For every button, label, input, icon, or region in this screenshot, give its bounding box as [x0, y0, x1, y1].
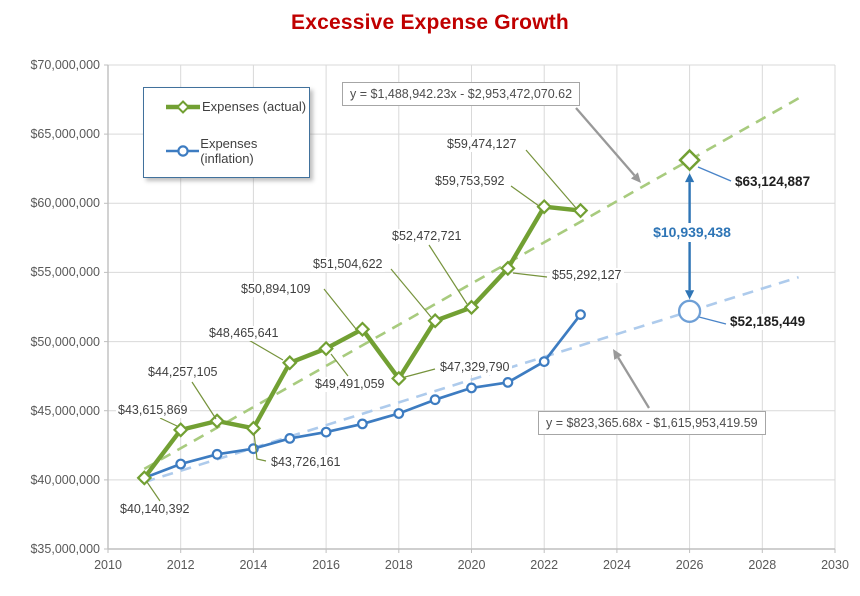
y-axis-tick-label: $70,000,000: [30, 58, 100, 72]
x-axis-tick-label: 2028: [748, 558, 777, 572]
marker-inflation-2022: [538, 356, 550, 368]
x-axis-tick-label: 2016: [312, 558, 340, 572]
data-label-actual-2021: $55,292,127: [550, 268, 624, 283]
marker-actual-2015: [281, 355, 298, 371]
x-axis-tick-label: 2024: [602, 558, 631, 572]
trendline-equation-inflation: y = $823,365.68x - $1,615,953,419.59: [538, 411, 766, 435]
leader-line-2022: [510, 185, 540, 207]
marker-inflation-2013: [211, 448, 223, 460]
marker-inflation-2023: [575, 309, 586, 321]
trendline-equation-actual: y = $1,488,942.23x - $2,953,472,070.62: [342, 82, 581, 106]
marker-inflation-2012: [175, 458, 187, 470]
x-axis-tick-label: 2030: [821, 558, 849, 572]
data-label-actual-2011: $40,140,392: [118, 502, 192, 517]
marker-inflation-2020: [466, 382, 477, 394]
marker-actual-2013: [209, 413, 225, 429]
data-label-actual-2012: $43,615,869: [116, 403, 190, 418]
data-label-actual-2015: $48,465,641: [207, 326, 281, 341]
leader-line-2016: [330, 353, 349, 377]
marker-inflation-2021: [502, 377, 514, 388]
legend-label-actual: Expenses (actual): [202, 99, 307, 114]
y-axis-tick-label: $45,000,000: [30, 403, 100, 418]
x-axis-tick-label: 2014: [239, 558, 268, 572]
leader-line-2017: [323, 288, 357, 330]
marker-actual-2023: [572, 202, 589, 219]
legend-marker-inflation-circle-icon: [166, 145, 200, 157]
gap-annotation-label: $10,939,438: [649, 223, 735, 242]
leader-line-2020: [428, 244, 468, 305]
x-axis-tick-label: 2020: [457, 558, 486, 572]
marker-actual-2012: [172, 422, 189, 438]
marker-inflation-2017: [357, 418, 368, 430]
marker-inflation-2015: [284, 433, 296, 444]
marker-actual-2011: [136, 470, 153, 486]
data-label-actual-2017: $50,894,109: [239, 282, 313, 297]
leader-line-2014: [253, 432, 267, 462]
y-axis-tick-label: $60,000,000: [30, 196, 100, 211]
data-label-actual-2022: $59,753,592: [433, 174, 507, 189]
data-label-actual-2019: $51,504,622: [311, 257, 385, 272]
leader-line-2011: [146, 481, 161, 502]
leader-line-projection-inflation: [698, 316, 727, 325]
data-label-actual-2013: $44,257,105: [146, 365, 220, 380]
leader-line-2018: [404, 368, 436, 378]
y-axis-tick-label: $55,000,000: [30, 265, 100, 280]
marker-actual-2014: [245, 420, 262, 437]
marker-actual-2018: [391, 370, 407, 387]
chart-legend: Expenses (actual) Expenses (inflation): [143, 87, 310, 178]
y-axis-tick-label: $65,000,000: [30, 127, 100, 142]
marker-actual-2021: [500, 260, 516, 277]
legend-entry-actual: Expenses (actual): [165, 99, 309, 114]
data-label-actual-2014: $43,726,161: [269, 455, 343, 470]
legend-marker-actual-diamond-icon: [166, 99, 200, 114]
marker-projected-inflation-2026: [677, 299, 702, 323]
marker-actual-2020: [463, 299, 480, 316]
leader-line-2023: [525, 149, 577, 209]
leader-line-2013: [191, 381, 217, 420]
leader-line-2019: [390, 268, 432, 318]
leader-line-projection-actual: [697, 166, 732, 182]
series-line-actual: [142, 204, 581, 480]
marker-inflation-2018: [393, 408, 405, 419]
marker-actual-2022: [536, 198, 552, 215]
data-label-actual-2020: $52,472,721: [390, 229, 464, 244]
marker-projected-actual-2026: [678, 148, 701, 172]
leader-line-2021: [512, 272, 548, 278]
marker-actual-2016: [318, 340, 334, 357]
legend-entry-inflation: Expenses (inflation): [165, 136, 309, 166]
x-axis-tick-label: 2018: [384, 558, 413, 572]
data-label-actual-2018: $47,329,790: [438, 360, 512, 375]
data-label-actual-2016: $49,491,059: [313, 377, 387, 392]
leader-line-2015: [246, 338, 284, 361]
projection-label-inflation-2026: $52,185,449: [728, 314, 808, 330]
x-axis-tick-label: 2022: [530, 558, 559, 572]
marker-inflation-2016: [320, 426, 332, 438]
leader-line-2012: [159, 417, 178, 427]
projection-label-actual-2026: $63,124,887: [733, 174, 813, 190]
marker-actual-2019: [427, 313, 443, 329]
y-axis-tick-label: $35,000,000: [30, 542, 100, 556]
annotation-arrow-inflation-equation: [613, 349, 650, 409]
x-axis-tick-label: 2012: [166, 558, 195, 572]
marker-inflation-2019: [429, 394, 441, 406]
marker-actual-2017: [354, 321, 371, 337]
y-axis-tick-label: $40,000,000: [30, 472, 100, 487]
x-axis-tick-label: 2026: [675, 558, 704, 572]
annotation-arrow-actual-equation: [575, 107, 641, 183]
x-axis-tick-label: 2010: [94, 558, 122, 572]
chart-title: Excessive Expense Growth: [291, 11, 569, 34]
y-axis-tick-label: $50,000,000: [30, 334, 100, 349]
data-label-actual-2023: $59,474,127: [445, 137, 519, 152]
legend-label-inflation: Expenses (inflation): [200, 136, 258, 166]
